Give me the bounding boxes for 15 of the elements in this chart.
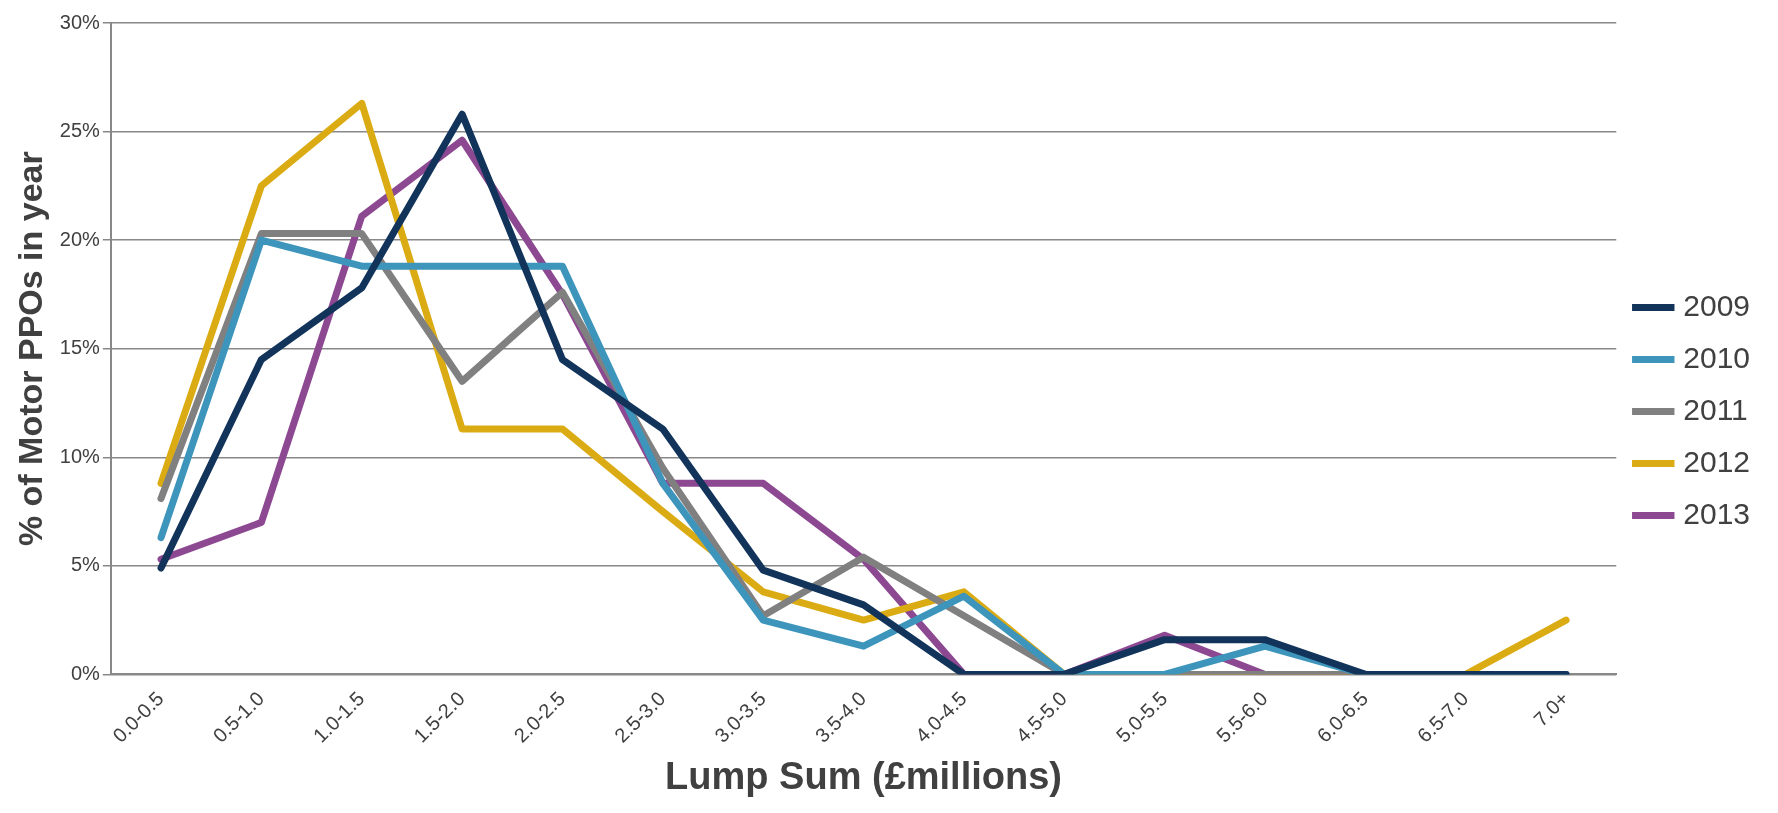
y-tick-label: 15% bbox=[59, 336, 101, 359]
y-axis-title: % of Motor PPOs in year bbox=[10, 151, 49, 547]
legend-label: 2009 bbox=[1683, 288, 1751, 322]
legend-label: 2011 bbox=[1683, 392, 1748, 426]
y-tick-label: 5% bbox=[70, 553, 101, 576]
x-axis-title: Lump Sum (£millions) bbox=[665, 754, 1062, 797]
x-tick-label: 7.0+ bbox=[1529, 687, 1573, 731]
y-tick-label: 0% bbox=[70, 661, 101, 684]
y-tick-label: 10% bbox=[59, 444, 101, 467]
legend-label: 2013 bbox=[1683, 496, 1751, 530]
y-tick-label: 30% bbox=[59, 10, 101, 33]
legend-label: 2012 bbox=[1683, 444, 1751, 478]
y-tick-label: 20% bbox=[59, 227, 101, 250]
legend-label: 2010 bbox=[1683, 340, 1751, 374]
y-tick-label: 25% bbox=[59, 119, 101, 142]
